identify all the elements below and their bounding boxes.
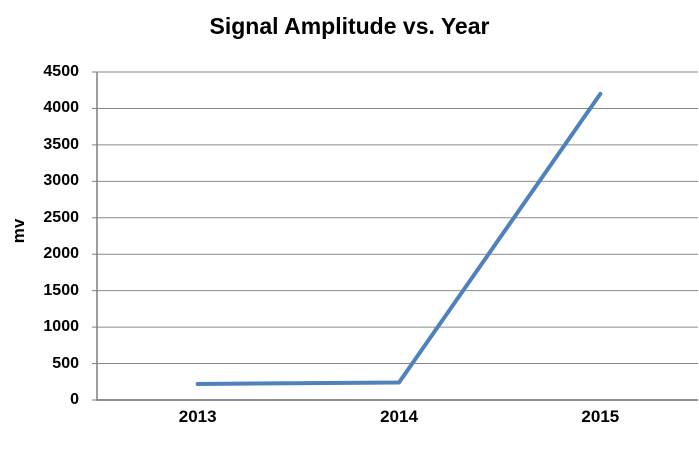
x-tick-label: 2014 <box>380 407 418 426</box>
y-tick-label: 2000 <box>43 245 79 263</box>
chart-title: Signal Amplitude vs. Year <box>209 13 490 39</box>
x-tick-label: 2015 <box>581 407 620 426</box>
y-tick-label: 1000 <box>43 318 79 336</box>
y-tick-label: 3500 <box>43 135 79 153</box>
y-tick-label: 0 <box>70 391 79 408</box>
x-tick-label: 2013 <box>178 407 217 426</box>
series-line <box>195 91 603 386</box>
y-tick-label: 4500 <box>43 63 79 80</box>
y-tick-label: 4000 <box>43 99 79 117</box>
y-tick-label: 1500 <box>43 281 79 299</box>
y-tick-label: 2500 <box>43 208 79 226</box>
y-tick-label: 3000 <box>43 172 79 190</box>
y-tick-label: 500 <box>52 354 79 372</box>
